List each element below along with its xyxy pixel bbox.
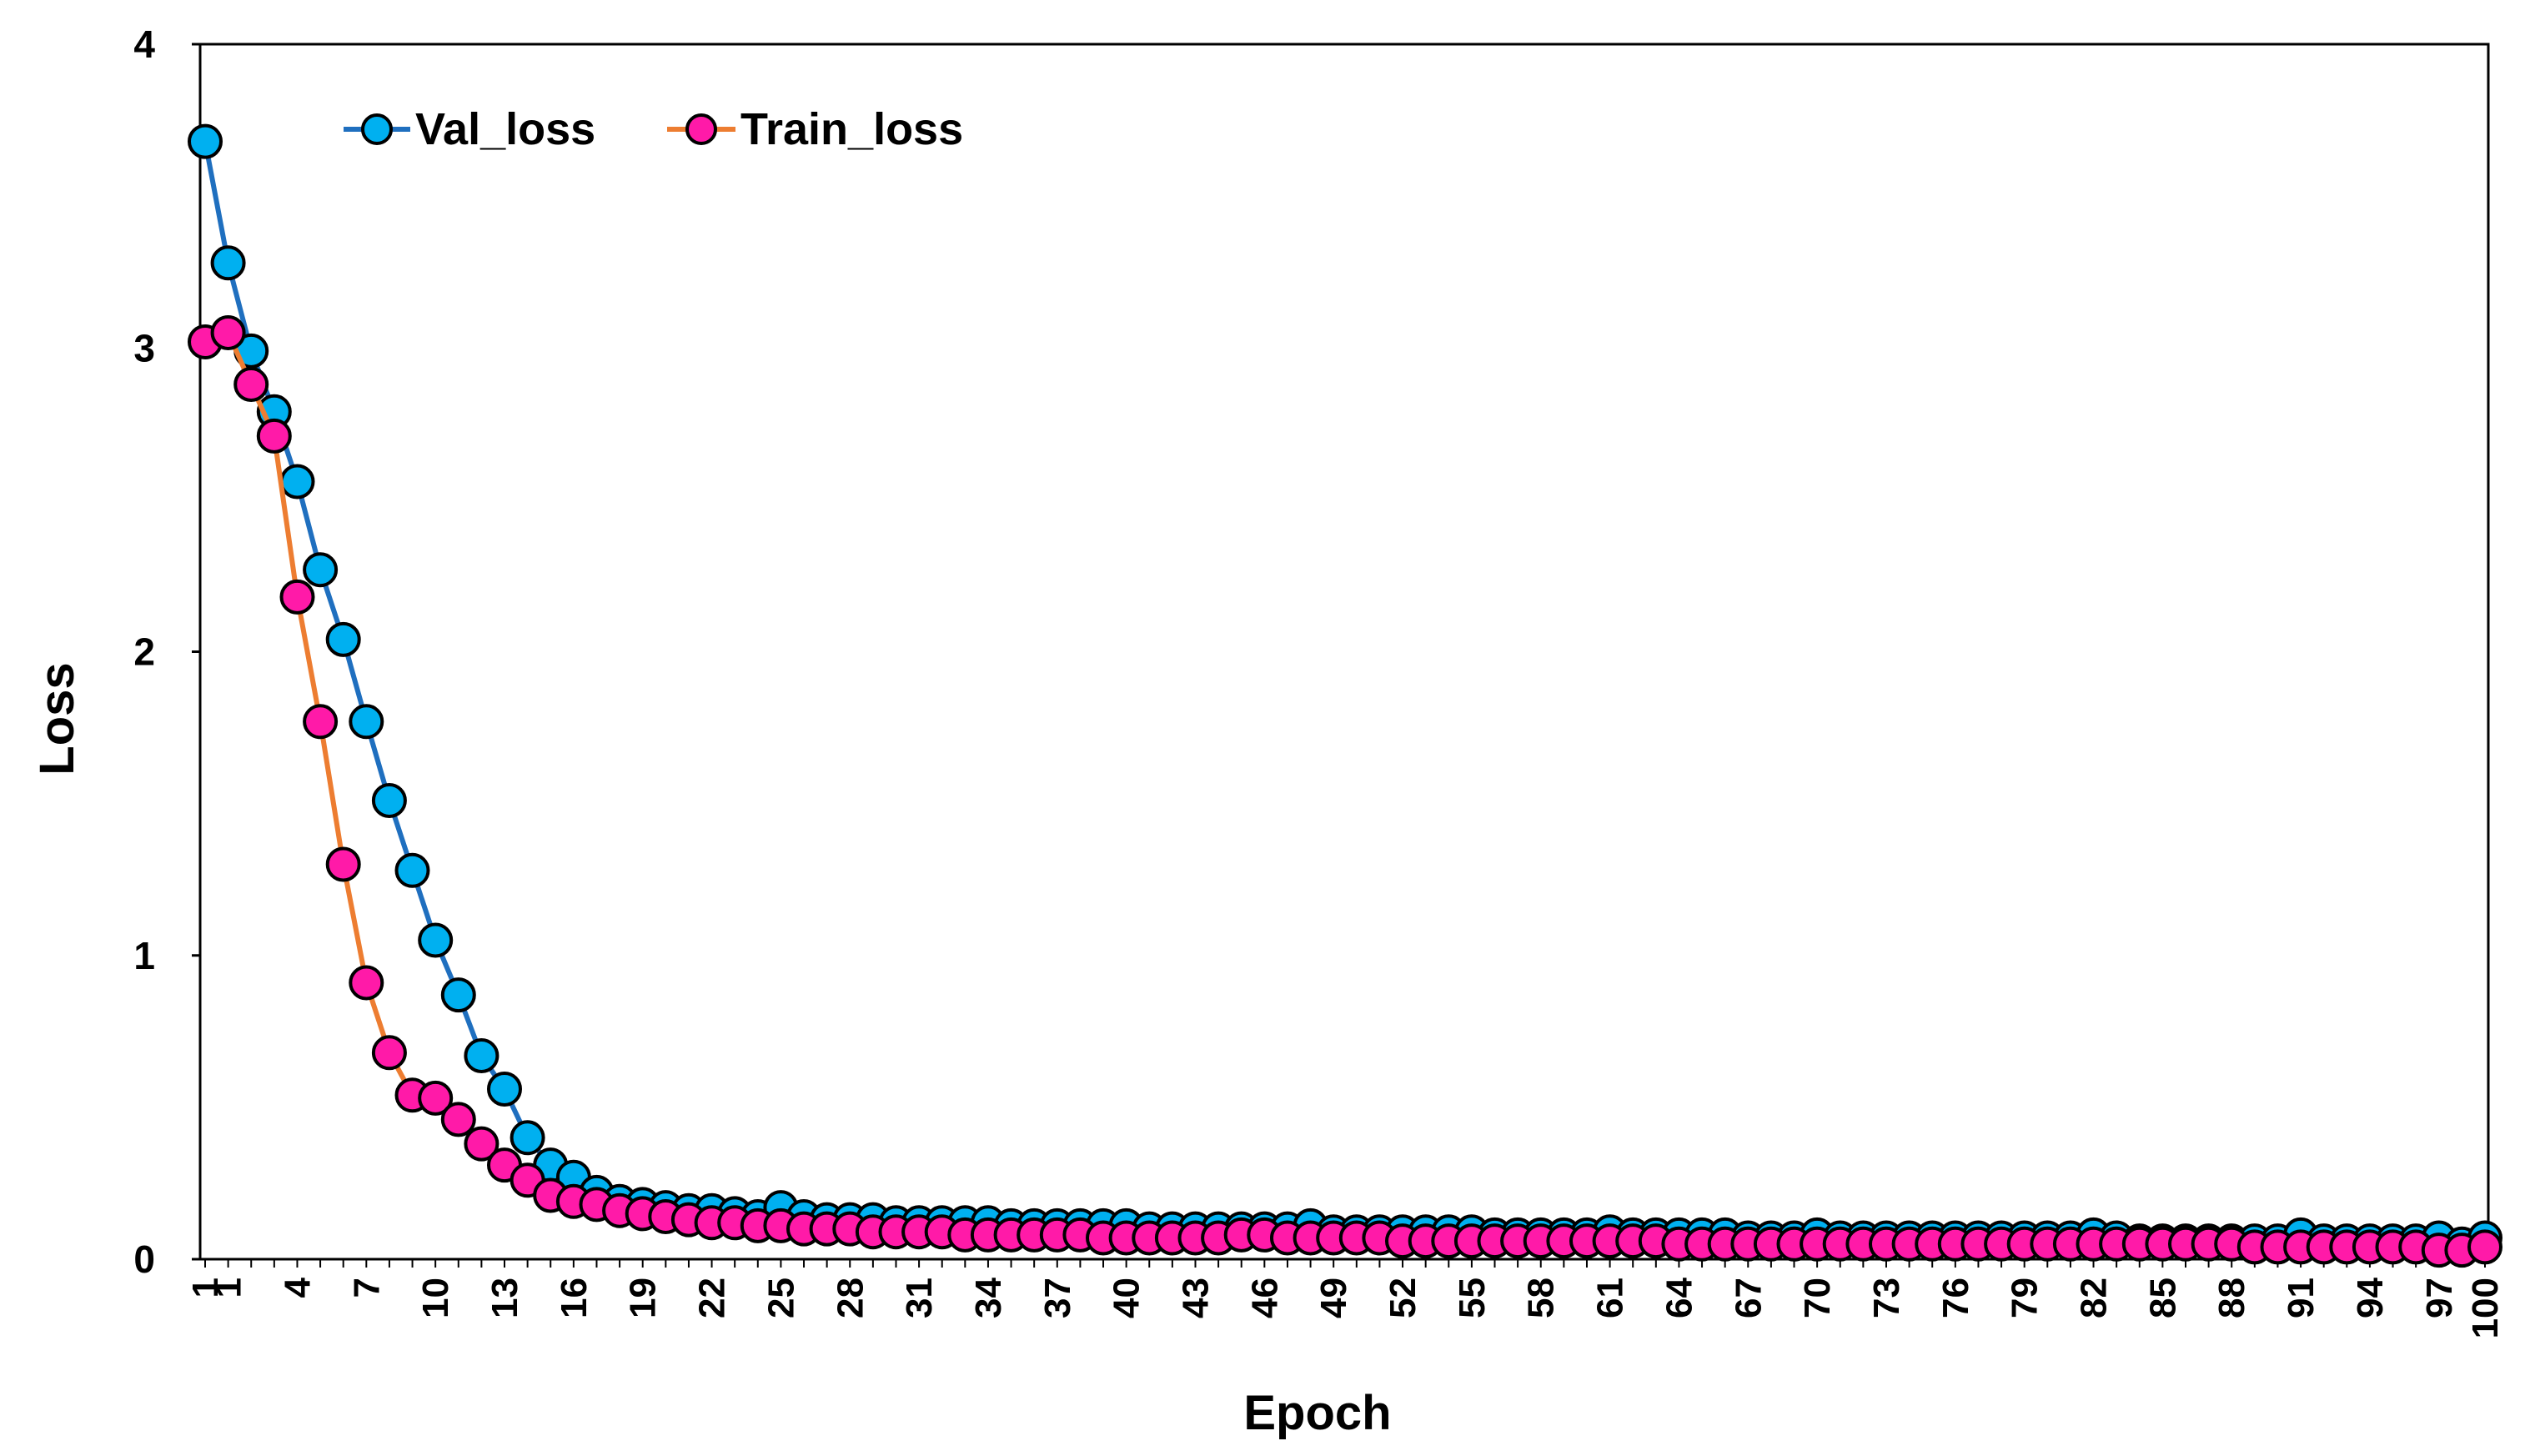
x-tick-label: 85 [2142, 1278, 2183, 1318]
y-tick-label: 2 [133, 630, 155, 674]
x-tick-label: 67 [1728, 1278, 1769, 1318]
x-tick-label: 13 [484, 1278, 525, 1318]
x-tick-label: 55 [1452, 1278, 1493, 1318]
x-tick-label: 16 [554, 1278, 595, 1318]
data-point-train-loss [325, 846, 361, 882]
y-axis-label: Loss [30, 662, 84, 775]
data-point-train-loss [303, 704, 339, 740]
data-point-val-loss [464, 1038, 499, 1073]
x-tick-label: 1 [185, 1278, 226, 1298]
data-point-train-loss [371, 1035, 407, 1071]
x-tick-label: 7 [346, 1278, 387, 1298]
data-point-val-loss [510, 1120, 545, 1156]
data-point-val-loss [371, 783, 407, 818]
x-tick-label: 1 [208, 1278, 249, 1298]
x-tick-label: 52 [1383, 1278, 1423, 1318]
x-tick-label: 100 [2465, 1278, 2506, 1338]
legend: Val_loss Train_loss [344, 104, 963, 154]
x-tick-label: 19 [623, 1278, 664, 1318]
x-tick-label: 91 [2281, 1278, 2322, 1318]
series-train-loss [188, 315, 2502, 1268]
y-tick-label: 1 [133, 934, 155, 977]
data-point-train-loss [464, 1126, 499, 1162]
x-tick-label: 58 [1521, 1278, 1562, 1318]
data-point-train-loss [279, 579, 315, 615]
y-tick-label: 3 [133, 326, 155, 369]
x-tick-label: 88 [2211, 1278, 2252, 1318]
data-point-val-loss [349, 704, 384, 740]
legend-item-val-loss: Val_loss [344, 104, 595, 154]
x-axis-label: Epoch [1243, 1386, 1391, 1440]
data-point-val-loss [279, 464, 315, 500]
legend-swatch-val-loss-marker [361, 113, 393, 145]
x-tick-label: 73 [1866, 1278, 1907, 1318]
x-axis-ticks: 11 4 7 10 13 16 19 22 25 28 31 34 37 40 43 46 49 52 55 58 61… [185, 1259, 2506, 1338]
data-point-val-loss [487, 1072, 522, 1107]
series-layer [188, 123, 2502, 1268]
data-point-val-loss [325, 621, 361, 657]
x-tick-label: 70 [1797, 1278, 1838, 1318]
x-tick-label: 22 [692, 1278, 733, 1318]
y-tick-label: 0 [133, 1238, 155, 1281]
data-point-train-loss [440, 1102, 476, 1137]
x-tick-label: 34 [968, 1277, 1009, 1318]
data-point-val-loss [303, 552, 339, 588]
data-point-train-loss [210, 315, 246, 350]
x-tick-label: 25 [761, 1278, 801, 1318]
data-point-train-loss [256, 418, 292, 454]
x-tick-label: 94 [2350, 1277, 2391, 1318]
x-tick-label: 61 [1590, 1278, 1631, 1318]
x-tick-label: 49 [1313, 1278, 1354, 1318]
legend-swatch-train-loss-marker [685, 113, 717, 145]
x-tick-label: 40 [1107, 1278, 1147, 1318]
data-point-val-loss [418, 922, 454, 958]
data-point-train-loss [349, 965, 384, 1001]
x-tick-label: 97 [2419, 1278, 2460, 1318]
plot-area-frame [198, 43, 2490, 1261]
x-tick-label: 43 [1175, 1278, 1216, 1318]
x-tick-label: 79 [2005, 1278, 2046, 1318]
data-point-val-loss [210, 245, 246, 281]
x-tick-label: 31 [899, 1278, 940, 1318]
y-tick-label: 4 [133, 23, 155, 66]
x-tick-label: 82 [2074, 1278, 2115, 1318]
y-axis-ticks: 0 1 2 3 4 [133, 23, 200, 1281]
x-tick-label: 64 [1659, 1277, 1699, 1318]
data-point-train-loss [233, 367, 269, 402]
data-point-train-loss [418, 1080, 454, 1116]
data-point-val-loss [394, 852, 430, 888]
legend-label-train-loss: Train_loss [740, 104, 963, 154]
legend-item-train-loss: Train_loss [667, 104, 963, 154]
x-tick-label: 46 [1244, 1278, 1285, 1318]
x-tick-label: 76 [1935, 1278, 1976, 1318]
data-point-val-loss [440, 977, 476, 1013]
legend-label-val-loss: Val_loss [415, 104, 595, 154]
data-point-val-loss [188, 123, 223, 159]
x-tick-label: 4 [277, 1277, 318, 1298]
data-point-train-loss [2467, 1229, 2502, 1265]
x-tick-label: 10 [415, 1278, 456, 1318]
x-tick-label: 37 [1037, 1278, 1078, 1318]
x-tick-label: 28 [830, 1278, 871, 1318]
